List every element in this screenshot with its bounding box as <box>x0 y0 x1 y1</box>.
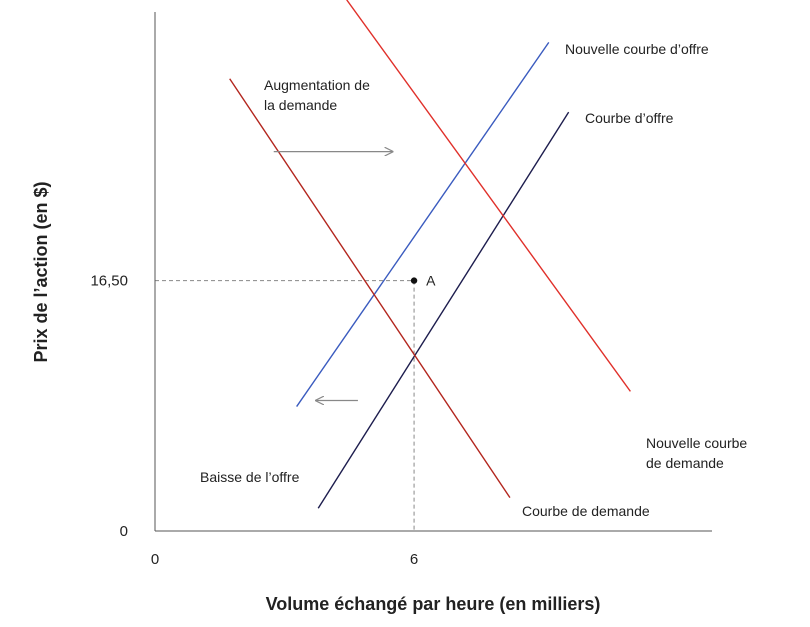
y-axis-title: Prix de l’action (en $) <box>31 181 51 362</box>
series-label-courbe-de-demande: Courbe de demande <box>522 503 650 519</box>
reference-lines <box>155 280 415 531</box>
series-labels: Nouvelle courbe d’offre Courbe d’offre Cou… <box>522 41 747 519</box>
x-tick-0: 0 <box>151 551 159 568</box>
series-line-nouvelle-courbe-de-demande <box>346 0 631 392</box>
series-label-nouvelle-courbe-d-offre: Nouvelle courbe d’offre <box>565 41 709 57</box>
tick-labels: 0 6 0 16,50 <box>90 273 418 568</box>
x-axis-title: Volume échangé par heure (en milliers) <box>266 594 601 614</box>
series-lines <box>229 0 631 509</box>
series-label-nouvelle-courbe-de-demande: Nouvelle courbe de demande <box>646 435 747 471</box>
series-label-courbe-d-offre: Courbe d’offre <box>585 110 674 126</box>
equilibrium-point-label: A <box>426 273 436 289</box>
series-line-courbe-d-offre <box>317 111 570 509</box>
equilibrium-point-group: A <box>410 273 436 289</box>
annotations: Augmentation de la demande Baisse de l’off… <box>200 77 392 485</box>
axes <box>154 12 712 532</box>
equilibrium-point-a <box>410 277 418 284</box>
y-tick-0: 0 <box>120 523 128 540</box>
series-line-nouvelle-courbe-d-offre <box>296 41 550 407</box>
annotation-baisse-de-l-offre: Baisse de l’offre <box>200 469 300 485</box>
series-line-courbe-de-demande <box>229 78 511 499</box>
y-tick-16-50: 16,50 <box>90 273 128 290</box>
x-tick-6: 6 <box>410 551 418 568</box>
annotation-augmentation-de: Augmentation de la demande <box>264 77 370 113</box>
